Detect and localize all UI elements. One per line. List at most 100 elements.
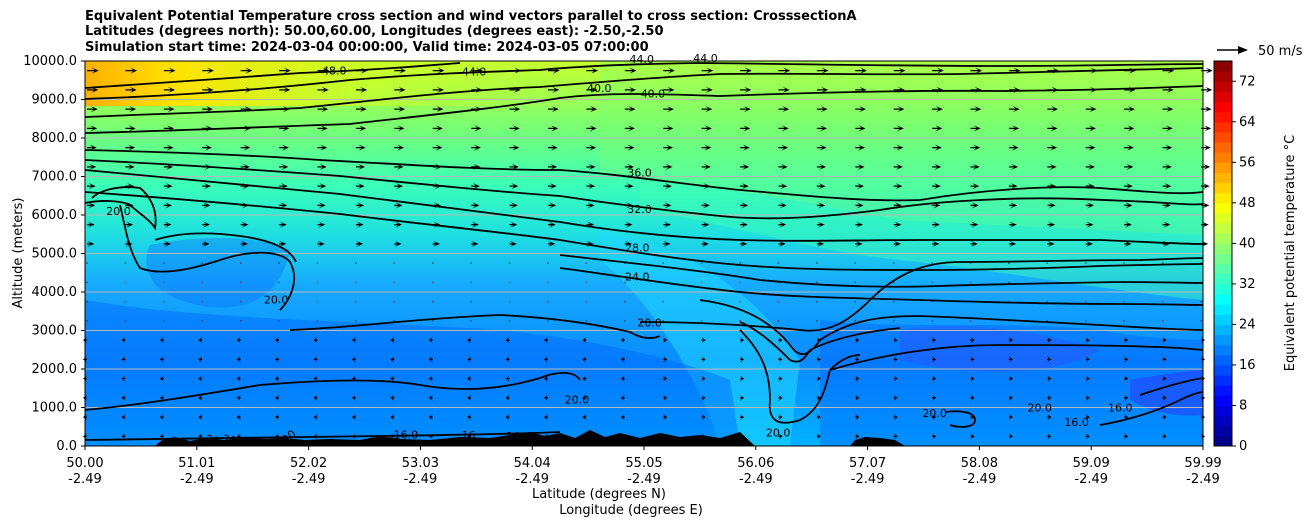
wind-vector (931, 262, 933, 264)
colorbar-level (1214, 273, 1232, 285)
wind-vector (893, 125, 904, 132)
wind-vector (701, 394, 706, 401)
colorbar-level (1214, 263, 1232, 275)
x-tick-lat: 54.04 (514, 456, 551, 471)
wind-vector (931, 301, 933, 303)
wind-vector (428, 375, 433, 382)
wind-vector (1201, 240, 1209, 247)
wind-vector (893, 337, 898, 344)
wind-vector (662, 262, 664, 264)
wind-vector (240, 163, 250, 170)
wind-vector (1047, 221, 1056, 228)
wind-vector (279, 163, 289, 170)
wind-vector (624, 240, 633, 247)
wind-vector (390, 356, 395, 363)
contour-label: 44.0 (630, 53, 655, 66)
y-tick-label: 2000.0 (32, 362, 78, 377)
colorbar-tick-label: 32 (1239, 277, 1256, 292)
wind-vector (471, 183, 480, 190)
wind-vector (547, 301, 549, 303)
wind-vector (663, 86, 675, 93)
contour-20-left (85, 186, 157, 231)
wind-vector (279, 202, 288, 209)
x-tick-lat: 59.09 (1073, 456, 1110, 471)
wind-vector (931, 281, 933, 283)
wind-vector (202, 106, 213, 113)
wind-vector (816, 240, 825, 247)
wind-vector (1123, 281, 1125, 283)
wind-vector (932, 106, 943, 113)
x-tick-lon: -2.49 (292, 472, 326, 487)
wind-vector (236, 433, 241, 440)
wind-vector (1200, 301, 1202, 303)
wind-vector (740, 67, 752, 74)
wind-vector (893, 202, 902, 209)
wind-vector (778, 240, 786, 247)
wind-vector (1008, 433, 1013, 440)
wind-vector (1085, 281, 1087, 283)
wind-vector (313, 394, 318, 401)
wind-vector (816, 106, 828, 113)
wind-vector (816, 375, 821, 382)
wind-vector (467, 414, 472, 421)
wind-vector (740, 144, 750, 151)
wind-vector (1047, 240, 1055, 247)
wind-vector (508, 281, 511, 283)
wind-vector (351, 375, 356, 382)
wind-vector (620, 394, 625, 401)
wind-vector (1085, 240, 1094, 247)
contour-20-right (829, 344, 1203, 371)
colorbar-level (1214, 131, 1232, 143)
wind-vector (201, 281, 203, 283)
contour-20-c (639, 257, 1203, 332)
wind-vector (893, 320, 895, 322)
colorbar-level (1214, 304, 1232, 315)
wind-vector (467, 394, 472, 401)
wind-vector (893, 414, 898, 421)
wind-vector (701, 414, 706, 421)
wind-vector (740, 86, 752, 93)
wind-vector (432, 281, 434, 283)
wind-vector (893, 301, 895, 303)
wind-vector (394, 144, 405, 151)
colorbar-level (1214, 212, 1232, 224)
colorbar-tick-label: 64 (1239, 115, 1256, 130)
contour-44 (85, 67, 1203, 118)
wind-vector (970, 202, 979, 209)
wind-vector (509, 240, 517, 247)
wind-vector (317, 86, 329, 93)
wind-vector (509, 221, 518, 228)
y-tick-label: 1000.0 (32, 401, 78, 416)
wind-vector (586, 86, 598, 93)
wind-vector (1085, 414, 1090, 421)
wind-vector (1008, 106, 1020, 113)
wind-vector (390, 394, 395, 401)
wind-vector (202, 240, 210, 247)
wind-vector (275, 433, 280, 440)
wind-vector (701, 320, 703, 322)
wind-vector (393, 262, 395, 264)
wind-vector (816, 144, 827, 151)
wind-vector (1008, 163, 1019, 170)
wind-vector (317, 144, 328, 151)
wind-vector (240, 86, 252, 93)
wind-vector (432, 202, 441, 209)
wind-vector (163, 144, 174, 151)
wind-vector (125, 163, 135, 170)
wind-vector (87, 106, 98, 113)
wind-vector (432, 163, 442, 170)
colorbar-level (1214, 294, 1232, 305)
wind-vector (855, 414, 860, 421)
contour-label: 40.0 (641, 88, 666, 101)
colorbar-level (1214, 142, 1232, 153)
wind-vector (740, 394, 745, 401)
wind-vector (1085, 262, 1087, 264)
terrain (155, 430, 755, 446)
wind-vector (1124, 183, 1133, 190)
wind-vector (1008, 221, 1017, 228)
wind-vector (1008, 301, 1010, 303)
wind-vector (932, 67, 944, 74)
wind-vector (970, 356, 975, 363)
colorbar-level (1214, 91, 1232, 103)
wind-vector (279, 144, 289, 151)
